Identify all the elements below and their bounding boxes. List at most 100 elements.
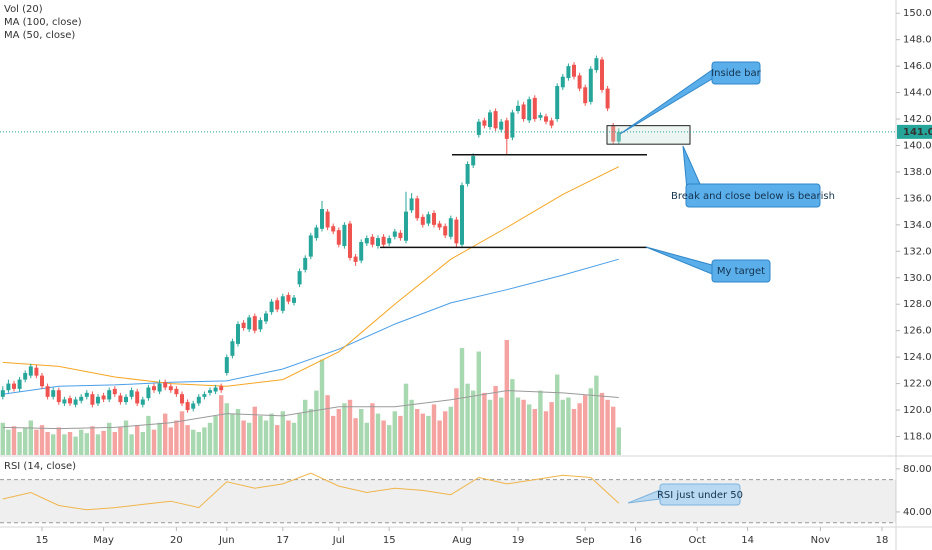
- candle-body: [101, 395, 106, 400]
- volume-bar: [583, 395, 588, 455]
- y-tick-label: 128.00: [903, 299, 932, 310]
- candle-body: [493, 111, 498, 129]
- candle-body: [152, 386, 156, 391]
- candle-body: [555, 85, 560, 120]
- x-tick-label: May: [93, 535, 114, 546]
- y-tick-label: 40.00: [903, 507, 932, 518]
- volume-bar: [611, 406, 616, 455]
- volume-bar: [543, 411, 549, 455]
- candle-body: [454, 219, 459, 244]
- x-tick-label: Nov: [811, 535, 831, 546]
- y-tick-label: 148.00: [903, 35, 932, 46]
- volume-bar: [157, 422, 162, 455]
- volume-bar: [325, 395, 330, 455]
- volume-bar: [179, 411, 185, 455]
- candle-body: [611, 125, 616, 142]
- volume-bar: [521, 399, 526, 455]
- candle-body: [482, 120, 487, 126]
- y-tick-label: 130.00: [903, 273, 932, 284]
- plot: 118.00 120.00 122.00 124.00 126.00 128.00 130.…: [0, 8, 932, 546]
- volume-bar: [235, 409, 241, 455]
- candle-body: [348, 223, 352, 258]
- candle-body: [460, 185, 464, 245]
- candle-body: [336, 230, 341, 245]
- candle-body: [600, 59, 604, 90]
- volume-bar: [62, 434, 67, 455]
- x-tick-label: 20: [170, 535, 183, 546]
- candle-body: [364, 238, 369, 244]
- volume-bar: [196, 432, 201, 455]
- candle-body: [12, 383, 16, 389]
- volume-bar: [381, 420, 386, 455]
- candle-body: [566, 66, 571, 79]
- candle-body: [594, 58, 599, 71]
- volume-bar: [370, 403, 375, 455]
- volume-bar: [398, 415, 403, 455]
- volume-bar: [11, 426, 17, 455]
- candle-body: [191, 403, 196, 409]
- candle-body: [616, 131, 621, 142]
- volume-bar: [448, 406, 453, 455]
- volume-bar: [364, 422, 369, 455]
- volume-bar: [303, 399, 308, 455]
- y-tick-label: 150.00: [903, 8, 932, 19]
- candle-body: [202, 394, 207, 397]
- candle-body: [387, 238, 392, 244]
- candle-body: [404, 211, 408, 241]
- candle-body: [314, 227, 319, 239]
- volume-ma-line: [2, 390, 619, 430]
- candle-body: [23, 372, 28, 380]
- candle-body: [544, 116, 548, 122]
- volume-bar: [112, 432, 117, 455]
- candle-body: [135, 391, 140, 404]
- candle-body: [62, 399, 67, 404]
- candle-body: [359, 242, 364, 261]
- legend-volume: Vol (20): [4, 4, 43, 15]
- volume-bar: [415, 409, 420, 455]
- callout-text: My target: [717, 266, 765, 277]
- y-tick-label: 138.00: [903, 167, 932, 178]
- x-tick-label: Oct: [689, 535, 706, 546]
- volume-bar: [146, 415, 151, 455]
- candle-body: [224, 357, 229, 373]
- volume-bar: [252, 406, 257, 455]
- y-tick-label: 142.00: [903, 114, 932, 125]
- volume-bar: [39, 425, 45, 455]
- candle-body: [118, 395, 123, 403]
- callout-bearish: Break and close below is bearish: [671, 145, 835, 208]
- candle-body: [180, 394, 184, 404]
- volume-bar: [308, 409, 313, 455]
- volume-bar: [174, 420, 179, 455]
- candle-body: [532, 97, 537, 120]
- volume-bar: [241, 420, 246, 455]
- candle-body: [605, 88, 610, 109]
- volume-bar: [280, 411, 285, 455]
- volume-bar: [342, 403, 347, 455]
- candle-body: [124, 396, 128, 403]
- y-tick-label: 146.00: [903, 61, 932, 72]
- volume-bar: [258, 415, 263, 455]
- candle-body: [516, 105, 520, 112]
- volume-bar: [527, 404, 532, 455]
- candle-body: [275, 300, 280, 310]
- candle-body: [90, 394, 95, 405]
- y-tick-label: 118.00: [903, 431, 932, 442]
- volume-bar: [17, 432, 22, 455]
- volume-bar: [437, 420, 442, 455]
- callout-inside-bar: Inside bar: [619, 61, 762, 135]
- candle-body: [538, 115, 543, 118]
- candle-body: [79, 396, 84, 401]
- volume-bar: [459, 348, 465, 455]
- volume-bar: [336, 409, 341, 455]
- candle-body: [325, 211, 330, 228]
- candle-body: [577, 75, 582, 89]
- volume-bar: [123, 420, 129, 455]
- candle-body: [168, 386, 173, 391]
- inside-bar-box: [606, 125, 691, 145]
- volume-bar: [269, 413, 274, 455]
- x-tick-label: Sep: [576, 535, 595, 546]
- volume-bar: [599, 392, 605, 455]
- volume-bar: [577, 403, 582, 455]
